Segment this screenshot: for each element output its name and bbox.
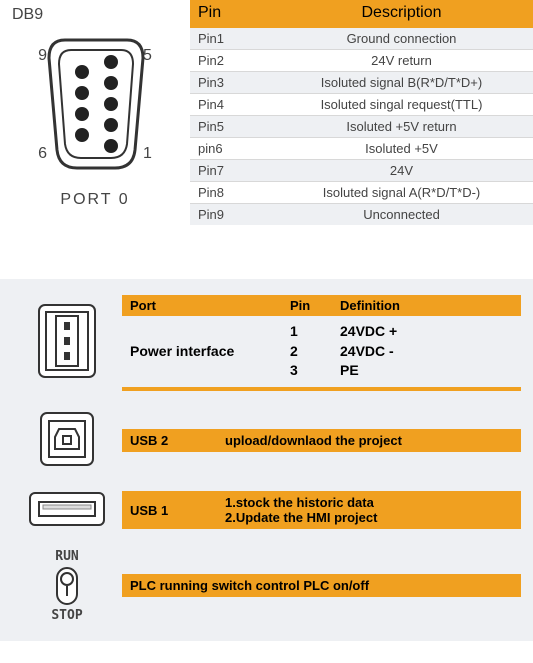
db9-section: DB9 9 5 6 1 PORT 0 bbox=[0, 0, 533, 225]
cell-desc: Isoluted singal request(TTL) bbox=[270, 94, 533, 116]
col-pin: Pin bbox=[190, 0, 270, 27]
cell-pin: Pin3 bbox=[190, 72, 270, 94]
num-9: 9 bbox=[38, 47, 47, 64]
db9-connector-icon: 9 5 6 1 bbox=[15, 30, 175, 180]
power-connector-icon bbox=[36, 302, 98, 380]
power-defs: 24VDC + 24VDC - PE bbox=[340, 322, 513, 381]
usb1-desc: 1.stock the historic data 2.Update the H… bbox=[225, 495, 513, 525]
cell-desc: Unconnected bbox=[270, 204, 533, 226]
cell-pin: Pin9 bbox=[190, 204, 270, 226]
cell-pin: Pin2 bbox=[190, 50, 270, 72]
cell-pin: Pin5 bbox=[190, 116, 270, 138]
usb-a-icon bbox=[27, 490, 107, 528]
cell-desc: Ground connection bbox=[270, 27, 533, 50]
run-label: RUN bbox=[55, 549, 78, 564]
table-row: Pin8Isoluted signal A(R*D/T*D-) bbox=[190, 182, 533, 204]
usb2-desc: upload/downlaod the project bbox=[225, 433, 513, 448]
cell-desc: 24V bbox=[270, 160, 533, 182]
switch-bar: PLC running switch control PLC on/off bbox=[122, 574, 521, 597]
cell-pin: Pin7 bbox=[190, 160, 270, 182]
usb2-label: USB 2 bbox=[130, 433, 225, 448]
col-desc: Description bbox=[270, 0, 533, 27]
usb-b-icon bbox=[37, 409, 97, 469]
num-1: 1 bbox=[143, 145, 152, 162]
cell-desc: Isoluted +5V return bbox=[270, 116, 533, 138]
usb2-row: USB 2 upload/downlaod the project bbox=[12, 409, 521, 472]
cell-pin: pin6 bbox=[190, 138, 270, 160]
cell-desc: 24V return bbox=[270, 50, 533, 72]
switch-desc: PLC running switch control PLC on/off bbox=[130, 578, 513, 593]
stop-label: STOP bbox=[51, 608, 82, 623]
toggle-switch-icon bbox=[54, 566, 80, 606]
table-row: Pin4Isoluted singal request(TTL) bbox=[190, 94, 533, 116]
cell-pin: Pin4 bbox=[190, 94, 270, 116]
table-row: Pin5Isoluted +5V return bbox=[190, 116, 533, 138]
cell-pin: Pin8 bbox=[190, 182, 270, 204]
switch-row: RUN STOP PLC running switch control PLC … bbox=[12, 549, 521, 623]
cell-desc: Isoluted signal B(R*D/T*D+) bbox=[270, 72, 533, 94]
usb2-bar: USB 2 upload/downlaod the project bbox=[122, 429, 521, 452]
table-row: Pin9Unconnected bbox=[190, 204, 533, 226]
num-6: 6 bbox=[38, 145, 47, 162]
power-row: Port Pin Definition Power interface 1 2 … bbox=[12, 295, 521, 391]
table-row: Pin224V return bbox=[190, 50, 533, 72]
power-body: Power interface 1 2 3 24VDC + 24VDC - PE bbox=[122, 316, 521, 387]
db9-title: DB9 bbox=[4, 6, 186, 24]
table-row: Pin3Isoluted signal B(R*D/T*D+) bbox=[190, 72, 533, 94]
usb1-bar: USB 1 1.stock the historic data 2.Update… bbox=[122, 491, 521, 529]
power-pins: 1 2 3 bbox=[290, 322, 340, 381]
db9-pin-table: Pin Description Pin1Ground connectionPin… bbox=[190, 0, 533, 225]
table-row: pin6Isoluted +5V bbox=[190, 138, 533, 160]
hdr-def: Definition bbox=[340, 298, 513, 313]
power-label: Power interface bbox=[130, 322, 290, 381]
table-row: Pin724V bbox=[190, 160, 533, 182]
cell-desc: Isoluted signal A(R*D/T*D-) bbox=[270, 182, 533, 204]
hdr-pin: Pin bbox=[290, 298, 340, 313]
cell-desc: Isoluted +5V bbox=[270, 138, 533, 160]
db9-diagram-column: DB9 9 5 6 1 PORT 0 bbox=[0, 0, 190, 225]
cell-pin: Pin1 bbox=[190, 27, 270, 50]
table-row: Pin1Ground connection bbox=[190, 27, 533, 50]
power-footer-bar bbox=[122, 387, 521, 391]
hdr-port: Port bbox=[130, 298, 290, 313]
section-gap bbox=[0, 225, 533, 279]
ports-section: Port Pin Definition Power interface 1 2 … bbox=[0, 279, 533, 641]
port0-label: PORT 0 bbox=[4, 191, 186, 209]
usb1-row: USB 1 1.stock the historic data 2.Update… bbox=[12, 490, 521, 531]
power-header-bar: Port Pin Definition bbox=[122, 295, 521, 316]
usb1-label: USB 1 bbox=[130, 503, 225, 518]
